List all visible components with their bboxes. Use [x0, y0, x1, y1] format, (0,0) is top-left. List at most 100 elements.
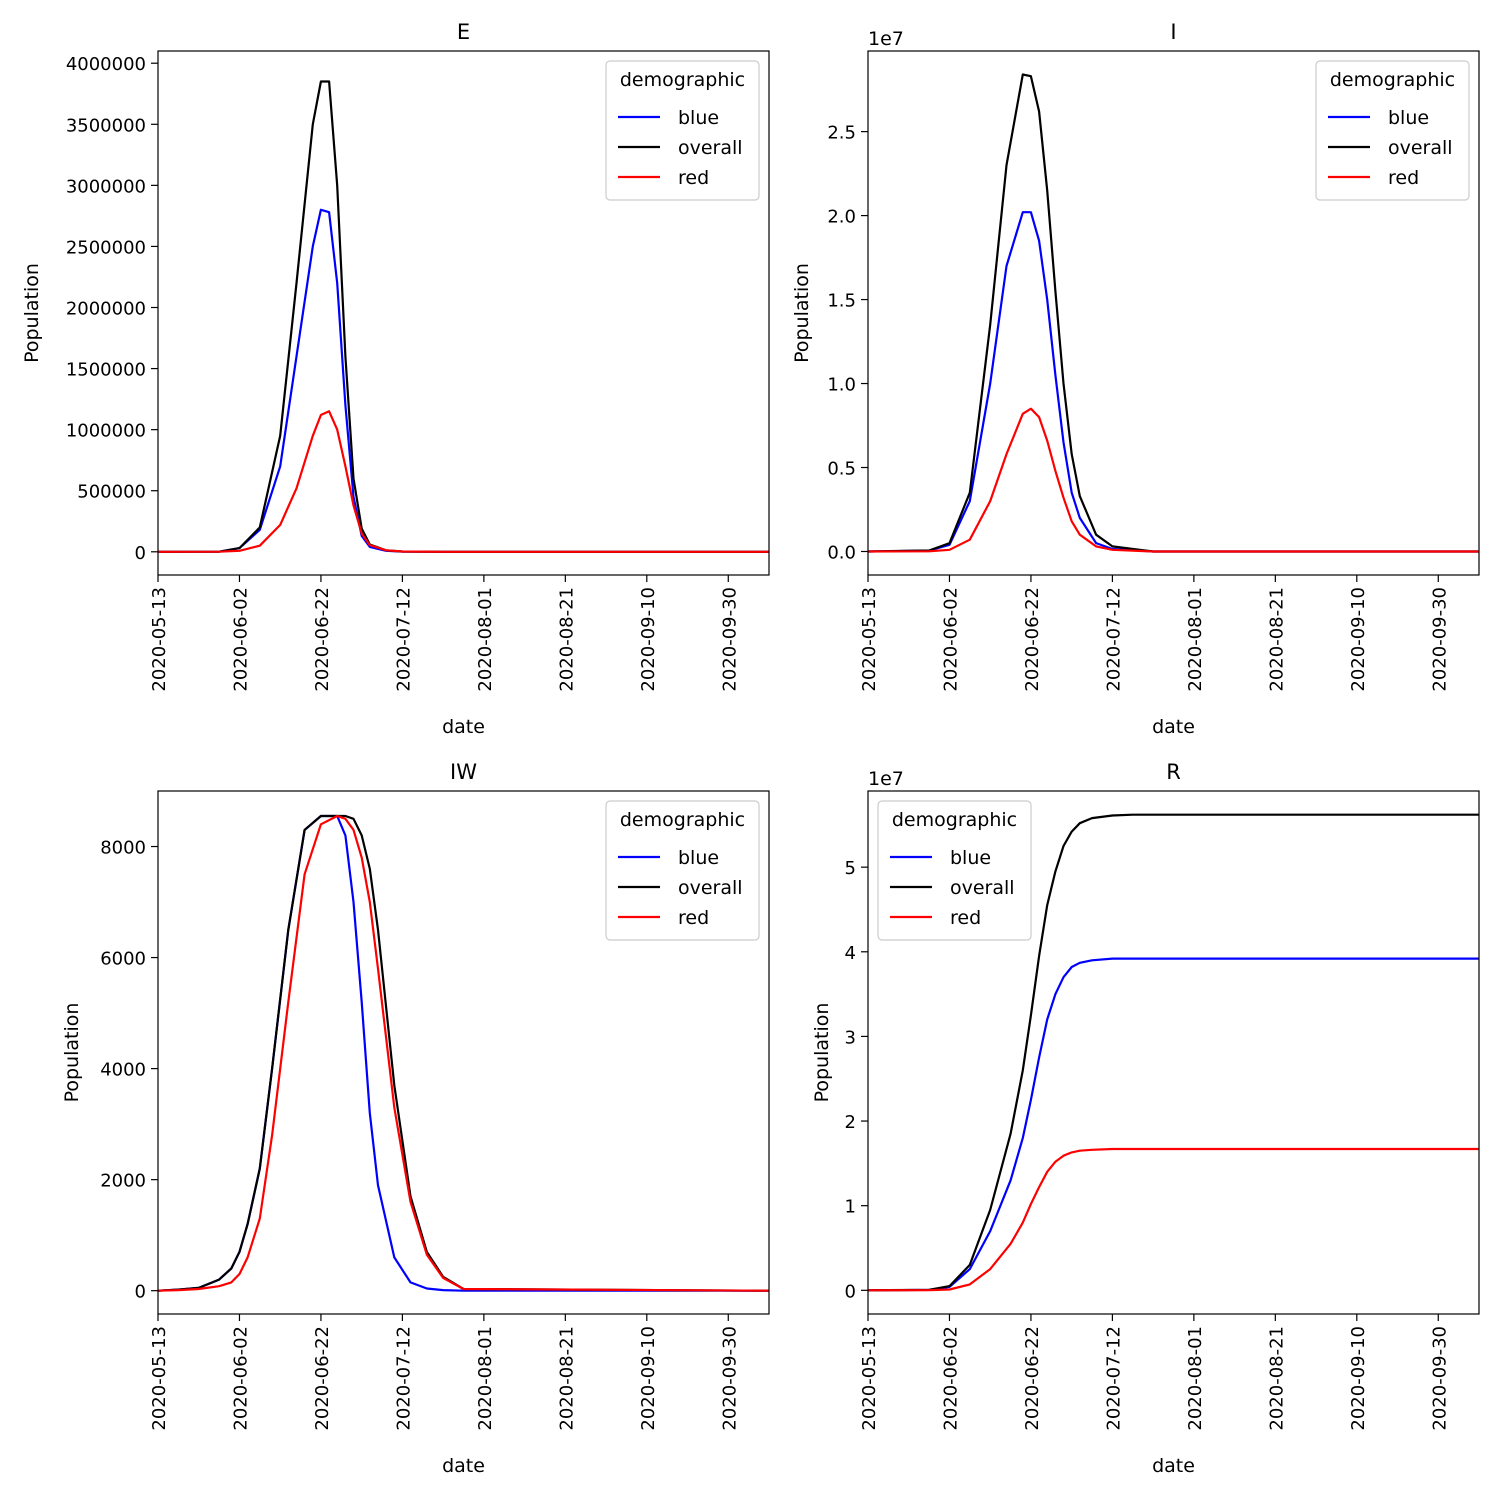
- axes-frame: [867, 790, 1480, 1315]
- chart-panel-e: E 0 500000 1000000 1500000 2000000 2500000 3000…: [21, 20, 770, 738]
- series-group: [158, 814, 769, 1292]
- x-tick-label: 2020-07-12: [1103, 587, 1124, 692]
- legend-box: [1315, 60, 1470, 201]
- series-group: [868, 73, 1479, 553]
- series-line-blue: [868, 211, 1479, 553]
- y-tick-label: 3500000: [66, 115, 146, 136]
- legend-label-blue: blue: [950, 847, 991, 869]
- x-tick-label: 2020-06-22: [312, 1326, 333, 1431]
- y-tick-label: 1.5: [827, 291, 856, 312]
- y-tick-label: 4000000: [66, 54, 146, 75]
- series-line-overall: [868, 813, 1479, 1292]
- chart-panel-iw: IW 0 2000 4000 6000 8000 2020-05-13 2020-06-02 2…: [61, 760, 770, 1477]
- axes-frame: [157, 50, 770, 576]
- x-tick-label: 2020-05-13: [149, 1326, 170, 1431]
- x-tick-label: 2020-06-22: [1022, 1326, 1043, 1431]
- x-tick-label: 2020-08-21: [1266, 1326, 1287, 1431]
- x-tick-label: 2020-06-22: [1022, 587, 1043, 692]
- x-tick-label: 2020-06-02: [230, 587, 251, 692]
- chart-panel-i: I 1e7 0.0 0.5 1.0 1.5 2.0 2.5 2020-05-13 2020-06-…: [791, 20, 1480, 738]
- x-tick-label: 2020-09-30: [719, 587, 740, 692]
- y-tick-label: 1.0: [827, 375, 856, 396]
- y-axis-label: Population: [791, 263, 813, 363]
- series-line-overall: [158, 814, 769, 1292]
- legend-label-overall: overall: [1388, 137, 1453, 159]
- series-line-blue: [868, 957, 1479, 1292]
- x-tick-label: 2020-09-30: [1429, 587, 1450, 692]
- legend: demographic blue overall red: [605, 800, 760, 941]
- series-line-red: [868, 407, 1479, 553]
- x-tick-label: 2020-06-22: [312, 587, 333, 692]
- series-group: [868, 813, 1479, 1292]
- axes-frame: [867, 50, 1480, 576]
- offset-text: 1e7: [868, 768, 904, 790]
- y-tick-label: 0.0: [827, 542, 856, 563]
- y-tick-label: 3000000: [66, 176, 146, 197]
- y-tick-label: 0: [135, 543, 146, 564]
- x-tick-label: 2020-08-01: [475, 587, 496, 692]
- y-tick-label: 1500000: [66, 360, 146, 381]
- series-line-red: [158, 410, 769, 553]
- x-axis-label: date: [442, 716, 485, 738]
- y-axis-label: Population: [61, 1003, 83, 1103]
- y-tick-label: 500000: [77, 482, 146, 503]
- y-axis-label: Population: [811, 1003, 833, 1103]
- y-axis-label: Population: [21, 263, 43, 363]
- legend-box: [877, 800, 1032, 941]
- x-tick-label: 2020-09-10: [638, 1326, 659, 1431]
- series-line-blue: [158, 208, 769, 553]
- y-tick-label: 2.5: [827, 123, 856, 144]
- chart-panel-r: R 1e7 0 1 2 3 4 5 2020-05-13 2020-06-02 2020-06-22…: [811, 760, 1480, 1477]
- x-tick-label: 2020-09-30: [1429, 1326, 1450, 1431]
- legend-label-blue: blue: [1388, 107, 1429, 129]
- x-tick-label: 2020-07-12: [393, 1326, 414, 1431]
- y-tick-label: 2: [845, 1112, 856, 1133]
- x-tick-label: 2020-09-30: [719, 1326, 740, 1431]
- legend: demographic blue overall red: [877, 800, 1032, 941]
- x-axis-label: date: [1152, 716, 1195, 738]
- x-tick-label: 2020-08-21: [1266, 587, 1287, 692]
- x-tick-label: 2020-07-12: [393, 587, 414, 692]
- legend: demographic blue overall red: [1315, 60, 1470, 201]
- x-tick-label: 2020-09-10: [1348, 587, 1369, 692]
- legend-label-overall: overall: [950, 877, 1015, 899]
- series-line-overall: [868, 73, 1479, 553]
- chart-title: I: [1170, 20, 1176, 44]
- legend-label-red: red: [678, 907, 709, 929]
- legend-title: demographic: [620, 809, 745, 831]
- x-tick-label: 2020-05-13: [859, 1326, 880, 1431]
- legend-box: [605, 800, 760, 941]
- x-tick-label: 2020-05-13: [149, 587, 170, 692]
- x-tick-label: 2020-08-21: [556, 1326, 577, 1431]
- legend-title: demographic: [1330, 69, 1455, 91]
- x-tick-label: 2020-07-12: [1103, 1326, 1124, 1431]
- legend-label-blue: blue: [678, 847, 719, 869]
- series-line-red: [868, 1147, 1479, 1292]
- y-tick-label: 2.0: [827, 207, 856, 228]
- x-axis-label: date: [442, 1455, 485, 1477]
- x-tick-label: 2020-08-01: [475, 1326, 496, 1431]
- x-tick-label: 2020-05-13: [859, 587, 880, 692]
- y-tick-label: 8000: [100, 838, 146, 859]
- y-tick-label: 3: [845, 1027, 856, 1048]
- legend-label-red: red: [678, 167, 709, 189]
- legend-label-blue: blue: [678, 107, 719, 129]
- x-tick-label: 2020-09-10: [1348, 1326, 1369, 1431]
- offset-text: 1e7: [868, 28, 904, 50]
- y-tick-label: 2000: [100, 1171, 146, 1192]
- legend-label-overall: overall: [678, 877, 743, 899]
- chart-title: R: [1166, 760, 1181, 784]
- y-tick-label: 4000: [100, 1060, 146, 1081]
- series-line-red: [158, 814, 769, 1292]
- x-tick-label: 2020-08-01: [1185, 587, 1206, 692]
- y-tick-label: 2500000: [66, 237, 146, 258]
- legend-title: demographic: [620, 69, 745, 91]
- x-axis-label: date: [1152, 1455, 1195, 1477]
- chart-title: E: [457, 20, 470, 44]
- x-tick-label: 2020-08-01: [1185, 1326, 1206, 1431]
- y-tick-label: 2000000: [66, 299, 146, 320]
- x-tick-label: 2020-06-02: [230, 1326, 251, 1431]
- x-tick-label: 2020-06-02: [940, 1326, 961, 1431]
- legend-label-red: red: [950, 907, 981, 929]
- y-tick-label: 0: [135, 1282, 146, 1303]
